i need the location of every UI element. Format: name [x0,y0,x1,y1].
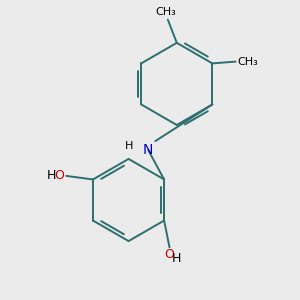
Text: CH₃: CH₃ [156,7,176,17]
Text: O: O [165,248,174,261]
Text: O: O [55,169,64,182]
Text: H: H [47,169,57,182]
Text: H: H [124,141,133,152]
Text: N: N [143,143,153,157]
Text: H: H [172,252,181,265]
Text: CH₃: CH₃ [237,57,258,67]
